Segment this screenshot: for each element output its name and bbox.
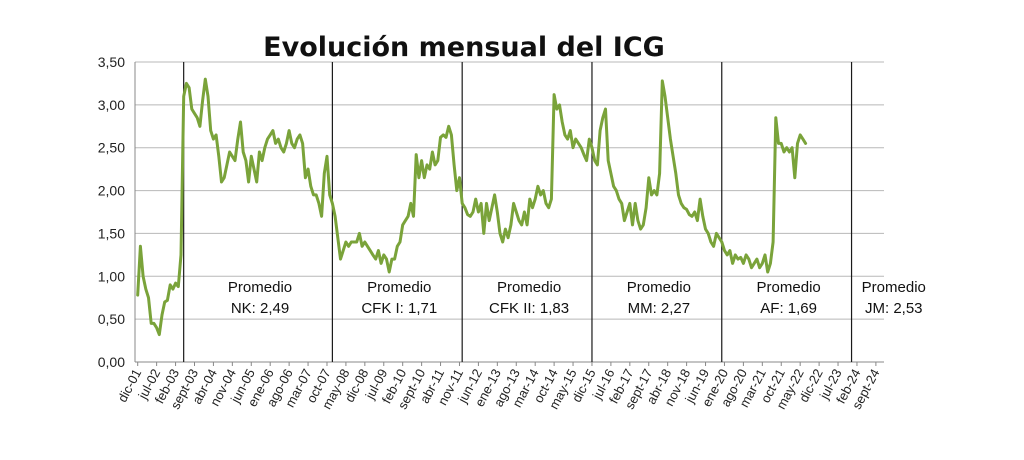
period-average-heading: Promedio <box>497 279 561 296</box>
icg-series-line <box>136 77 808 337</box>
period-average-value: AF: 1,69 <box>760 300 817 317</box>
y-tick-label: 2,50 <box>98 140 125 156</box>
y-tick-label: 1,00 <box>98 268 125 284</box>
gridlines <box>134 61 884 363</box>
period-average-heading: Promedio <box>862 279 926 296</box>
period-average-value: CFK I: 1,71 <box>361 300 437 317</box>
period-average-value: NK: 2,49 <box>231 300 289 317</box>
chart-title: Evolución mensual del ICG <box>263 32 665 63</box>
period-average-value: MM: 2,27 <box>628 300 691 317</box>
period-average-value: JM: 2,53 <box>865 300 923 317</box>
period-average-heading: Promedio <box>757 279 821 296</box>
y-tick-label: 3,00 <box>98 97 125 113</box>
period-average-labels: Promedio NK: 2,49 Promedio CFK I: 1,71 Prome… <box>228 279 926 317</box>
period-average-heading: Promedio <box>627 279 691 296</box>
y-tick-label: 2,00 <box>98 183 125 199</box>
period-average-heading: Promedio <box>228 279 292 296</box>
period-average-value: CFK II: 1,83 <box>489 300 569 317</box>
y-axis-ticks: 0,00 0,50 1,00 1,50 2,00 2,50 3,00 3,50 <box>98 54 125 370</box>
period-average-heading: Promedio <box>367 279 431 296</box>
y-tick-label: 3,50 <box>98 54 125 70</box>
y-tick-label: 1,50 <box>98 225 125 241</box>
y-tick-label: 0,50 <box>98 311 125 327</box>
series-layer <box>136 77 808 337</box>
x-axis-ticks: dic-01jul-02feb-03sept-03abr-04nov-04jun… <box>114 362 883 412</box>
y-tick-label: 0,00 <box>98 354 125 370</box>
